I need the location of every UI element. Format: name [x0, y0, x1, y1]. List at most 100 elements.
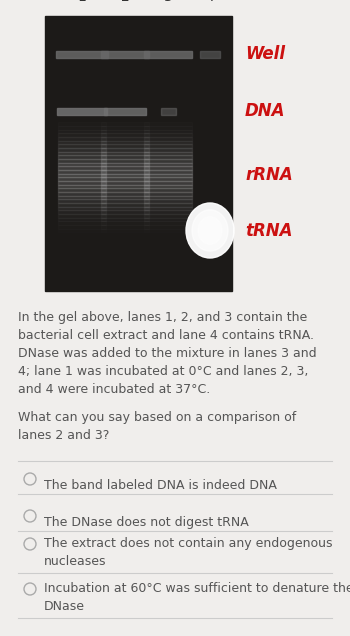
Bar	[144, 188, 192, 192]
Bar	[58, 218, 106, 221]
Text: 2: 2	[121, 0, 130, 4]
Text: 3: 3	[164, 0, 172, 4]
Bar	[101, 144, 149, 148]
Bar	[144, 130, 192, 134]
Bar	[101, 122, 149, 126]
Bar	[144, 184, 192, 188]
Text: Well: Well	[245, 45, 285, 63]
Bar	[101, 167, 149, 170]
Bar	[144, 122, 192, 126]
Bar	[58, 192, 106, 196]
Text: rRNA: rRNA	[245, 167, 293, 184]
Text: In the gel above, lanes 1, 2, and 3 contain the
bacterial cell extract and lane : In the gel above, lanes 1, 2, and 3 cont…	[18, 311, 317, 396]
Text: 4: 4	[206, 0, 214, 4]
Bar	[58, 151, 106, 155]
Bar	[144, 167, 192, 170]
Bar	[101, 50, 149, 57]
Bar	[101, 184, 149, 188]
Ellipse shape	[198, 217, 222, 244]
Bar	[58, 144, 106, 148]
Bar	[58, 130, 106, 134]
Text: The extract does not contain any endogenous
nucleases: The extract does not contain any endogen…	[44, 537, 332, 568]
Bar	[58, 141, 106, 144]
Bar	[101, 221, 149, 225]
Bar	[144, 199, 192, 203]
Bar	[58, 174, 106, 177]
Bar	[101, 214, 149, 218]
Bar	[101, 126, 149, 130]
Bar	[58, 181, 106, 184]
Bar	[101, 174, 149, 177]
Bar	[104, 107, 146, 114]
Bar	[101, 203, 149, 207]
Bar	[58, 211, 106, 214]
Bar	[144, 225, 192, 229]
Bar	[144, 170, 192, 174]
Bar	[144, 181, 192, 184]
Bar	[58, 207, 106, 211]
Ellipse shape	[192, 210, 228, 251]
Bar	[144, 177, 192, 181]
Bar	[144, 151, 192, 155]
Bar	[58, 177, 106, 181]
Bar	[101, 155, 149, 159]
Bar	[101, 177, 149, 181]
Bar	[144, 144, 192, 148]
Bar	[58, 167, 106, 170]
Bar	[101, 218, 149, 221]
Bar	[58, 122, 106, 126]
Bar	[58, 184, 106, 188]
Bar	[45, 16, 232, 291]
Bar	[144, 221, 192, 225]
Bar	[144, 163, 192, 167]
Text: The DNase does not digest tRNA: The DNase does not digest tRNA	[44, 516, 249, 529]
Bar	[101, 207, 149, 211]
Ellipse shape	[186, 203, 234, 258]
Bar	[144, 137, 192, 141]
Bar	[58, 221, 106, 225]
Bar	[101, 151, 149, 155]
Bar	[144, 50, 192, 57]
Text: The band labeled DNA is indeed DNA: The band labeled DNA is indeed DNA	[44, 479, 277, 492]
Bar	[57, 107, 107, 114]
Bar	[58, 203, 106, 207]
Bar	[58, 126, 106, 130]
Bar	[144, 155, 192, 159]
Bar	[58, 196, 106, 199]
Bar	[200, 50, 220, 57]
Bar	[144, 207, 192, 211]
Bar	[101, 225, 149, 229]
Bar	[58, 170, 106, 174]
Text: What can you say based on a comparison of
lanes 2 and 3?: What can you say based on a comparison o…	[18, 411, 296, 442]
Bar	[144, 211, 192, 214]
Bar	[101, 196, 149, 199]
Bar	[101, 137, 149, 141]
Bar	[144, 141, 192, 144]
Bar	[101, 181, 149, 184]
Bar	[101, 229, 149, 232]
Bar	[144, 214, 192, 218]
Bar	[144, 174, 192, 177]
Bar	[144, 218, 192, 221]
Bar	[58, 159, 106, 163]
Bar	[56, 50, 108, 57]
Bar	[58, 148, 106, 151]
Bar	[101, 130, 149, 134]
Bar	[58, 163, 106, 167]
Bar	[58, 188, 106, 192]
Bar	[58, 137, 106, 141]
Bar	[101, 199, 149, 203]
Bar	[101, 134, 149, 137]
Bar	[144, 192, 192, 196]
Bar	[161, 107, 175, 114]
Bar	[101, 192, 149, 196]
Bar	[101, 188, 149, 192]
Text: 1: 1	[78, 0, 86, 4]
Bar	[101, 141, 149, 144]
Bar	[144, 229, 192, 232]
Bar	[101, 170, 149, 174]
Bar	[101, 148, 149, 151]
Bar	[144, 196, 192, 199]
Bar	[58, 229, 106, 232]
Bar	[58, 134, 106, 137]
